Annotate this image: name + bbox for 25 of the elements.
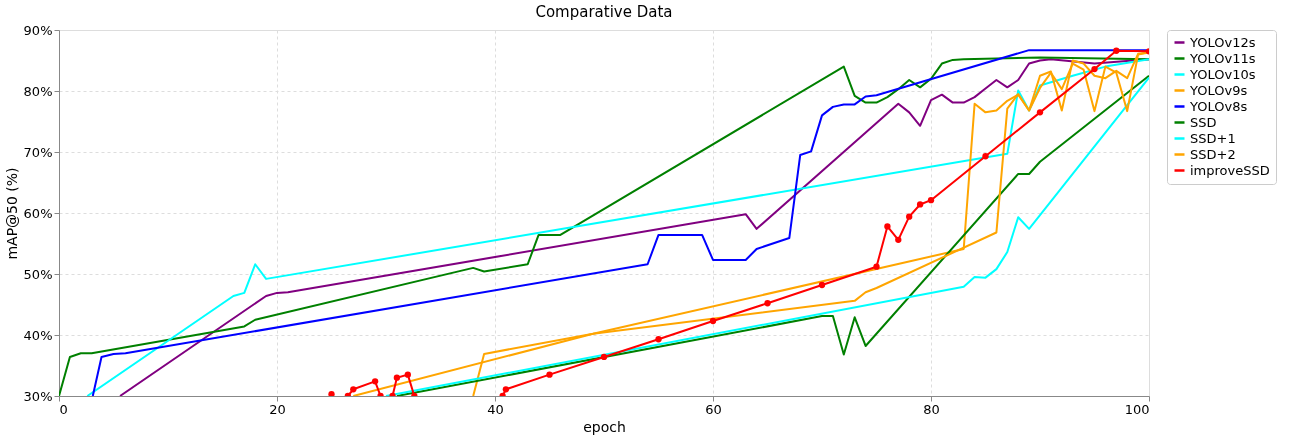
- y-tick-label: 90%: [23, 22, 53, 38]
- x-tick-label: 20: [269, 401, 286, 417]
- legend-label: SSD: [1190, 114, 1217, 130]
- legend-label: SSD+2: [1190, 146, 1236, 162]
- legend-label: YOLOv12s: [1189, 34, 1256, 50]
- legend-label: YOLOv8s: [1189, 98, 1248, 114]
- x-tick-label: 60: [705, 401, 722, 417]
- legend-label: YOLOv10s: [1189, 66, 1256, 82]
- x-tick-label: 0: [59, 401, 68, 417]
- x-tick-label: 40: [487, 401, 504, 417]
- y-tick-label: 50%: [23, 266, 53, 282]
- y-tick-label: 40%: [23, 327, 53, 343]
- y-axis-title: mAP@50 (%): [3, 167, 20, 260]
- x-axis-title: epoch: [583, 418, 626, 435]
- y-tick-label: 60%: [23, 205, 53, 221]
- y-tick-label: 80%: [23, 83, 53, 99]
- y-tick-label: 30%: [23, 388, 53, 404]
- legend-label: YOLOv9s: [1189, 82, 1248, 98]
- y-tick-label: 70%: [23, 144, 53, 160]
- chart-title: Comparative Data: [535, 3, 673, 21]
- legend-label: improveSSD: [1190, 162, 1270, 178]
- x-tick-label: 100: [1124, 401, 1150, 417]
- x-tick-label: 80: [923, 401, 940, 417]
- legend-label: YOLOv11s: [1189, 50, 1256, 66]
- legend-label: SSD+1: [1190, 130, 1236, 146]
